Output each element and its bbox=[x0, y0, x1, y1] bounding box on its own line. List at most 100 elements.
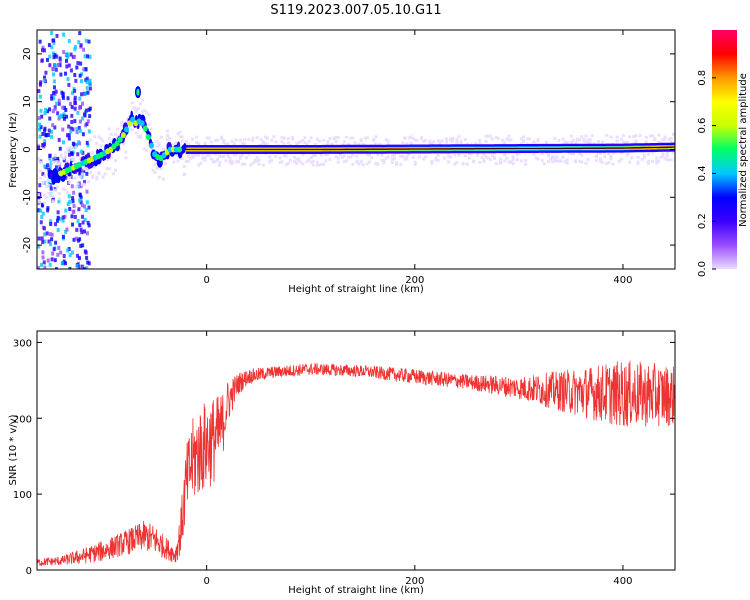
spectrogram-cell bbox=[569, 134, 573, 138]
spectrogram-cell bbox=[37, 244, 41, 249]
spectrogram-cell bbox=[50, 30, 54, 35]
spectrogram-cell bbox=[336, 136, 340, 140]
spectrogram-cell bbox=[361, 163, 365, 167]
spectrogram-cell bbox=[73, 47, 77, 52]
spectrogram-cell bbox=[59, 72, 63, 77]
spectrogram-cell bbox=[601, 160, 605, 164]
spectrogram-cell bbox=[48, 153, 52, 158]
spectrogram-cell bbox=[507, 160, 511, 164]
spectrogram-cell bbox=[84, 67, 88, 72]
spectrogram-cell bbox=[41, 48, 45, 53]
spectrogram-cell bbox=[365, 136, 369, 140]
spectrogram-cell bbox=[66, 96, 70, 101]
spectrogram-cell bbox=[81, 214, 85, 219]
spectrogram-cell bbox=[320, 153, 324, 157]
spectrogram-cell bbox=[195, 135, 199, 139]
spectrogram-cell bbox=[58, 114, 62, 119]
spectrogram-cell bbox=[53, 106, 57, 111]
spectrogram-cell bbox=[40, 58, 44, 63]
spectrogram-cell bbox=[555, 159, 559, 163]
spectrogram-cell bbox=[42, 260, 46, 265]
spectrogram-cell bbox=[594, 155, 598, 159]
spectrogram-cell bbox=[39, 169, 43, 173]
spectrogram-cell bbox=[91, 174, 95, 178]
spectrogram-cell bbox=[61, 114, 65, 119]
spectrogram-cell bbox=[68, 206, 72, 211]
spectrogram-cell bbox=[64, 188, 68, 192]
spectrogram-cell bbox=[413, 160, 417, 164]
spectrogram-cell bbox=[86, 54, 90, 59]
spectrogram-cell bbox=[588, 141, 592, 145]
spectrogram-cell bbox=[66, 202, 70, 207]
spectrogram-cell bbox=[409, 141, 413, 145]
spectrogram-cell bbox=[526, 137, 530, 141]
spectrogram-cell bbox=[305, 159, 309, 163]
spectrogram-cell bbox=[68, 146, 72, 150]
spectrogram-cell bbox=[213, 160, 217, 164]
spectrogram-cell bbox=[78, 193, 82, 198]
spectrogram-cell bbox=[318, 163, 322, 167]
spectrogram-cell bbox=[58, 216, 62, 221]
spectrogram-cell bbox=[484, 134, 488, 138]
spectrogram-cell bbox=[37, 208, 41, 213]
spectrogram-cell bbox=[390, 154, 394, 158]
spectrogram-cell bbox=[671, 132, 675, 136]
spectrogram-cell bbox=[357, 142, 361, 146]
colorbar-label: Normalized spectral amplitude bbox=[738, 73, 749, 227]
spectrogram-cell bbox=[64, 107, 68, 112]
spectrogram-cell bbox=[351, 153, 355, 157]
spectrogram-cell bbox=[288, 158, 292, 162]
spectrogram-cell bbox=[395, 161, 399, 165]
spectrogram-cell bbox=[186, 142, 190, 146]
spectrogram-cell bbox=[72, 204, 76, 209]
spectrogram-cell bbox=[280, 160, 284, 164]
spectrogram-cell bbox=[209, 157, 213, 161]
spectrogram-cell bbox=[82, 267, 86, 269]
spectrogram-cell bbox=[218, 160, 222, 164]
spectrogram-cell bbox=[81, 265, 85, 269]
y-tick-label: 20 bbox=[22, 48, 33, 61]
spectrogram-cell bbox=[607, 161, 611, 165]
spectrogram-cell bbox=[40, 215, 44, 220]
spectrogram-cell bbox=[64, 155, 68, 159]
spectrogram-cell bbox=[161, 159, 165, 163]
spectrogram-cell bbox=[86, 119, 90, 124]
spectrogram-cell bbox=[255, 155, 259, 159]
spectrogram-cell bbox=[114, 132, 118, 136]
spectrogram-cell bbox=[578, 152, 582, 156]
spectrogram-cell bbox=[41, 131, 45, 136]
spectrogram-cell bbox=[286, 136, 290, 140]
spectrogram-cell bbox=[293, 155, 297, 159]
y-tick-label: -10 bbox=[22, 189, 33, 205]
spectrogram-cell bbox=[99, 137, 103, 141]
spectrogram-cell bbox=[261, 141, 265, 145]
spectrogram-cell bbox=[478, 160, 482, 164]
spectrogram-cell bbox=[68, 176, 72, 180]
spectrogram-cell bbox=[64, 229, 68, 234]
spectrogram-cell bbox=[553, 157, 557, 161]
spectrogram-cell bbox=[457, 153, 461, 157]
spectrogram-cell bbox=[357, 162, 361, 166]
spectrogram-cell bbox=[116, 134, 120, 138]
spectrogram-cell bbox=[45, 196, 49, 200]
spectrogram-cell bbox=[43, 142, 47, 147]
spectrogram-blob bbox=[120, 132, 126, 139]
spectrogram-cell bbox=[411, 155, 415, 159]
spectrogram-cell bbox=[82, 167, 86, 171]
spectrogram-cell bbox=[191, 137, 195, 141]
spectrogram-cell bbox=[465, 162, 469, 166]
spectrogram-cell bbox=[284, 163, 288, 167]
spectrogram-cell bbox=[37, 116, 41, 121]
spectrogram-cell bbox=[261, 163, 265, 167]
spectrogram-cell bbox=[66, 147, 70, 151]
spectrogram-cell bbox=[61, 218, 65, 223]
spectrogram-cell bbox=[318, 139, 322, 143]
spectrogram-cell bbox=[59, 250, 63, 255]
spectrogram-cell bbox=[124, 150, 128, 154]
spectrogram-cell bbox=[87, 129, 91, 134]
spectrogram-cell bbox=[42, 78, 46, 83]
spectrogram-cell bbox=[657, 133, 661, 137]
spectrogram-cell bbox=[76, 182, 80, 186]
spectrogram-cell bbox=[188, 156, 192, 160]
spectrogram-cell bbox=[56, 63, 60, 68]
